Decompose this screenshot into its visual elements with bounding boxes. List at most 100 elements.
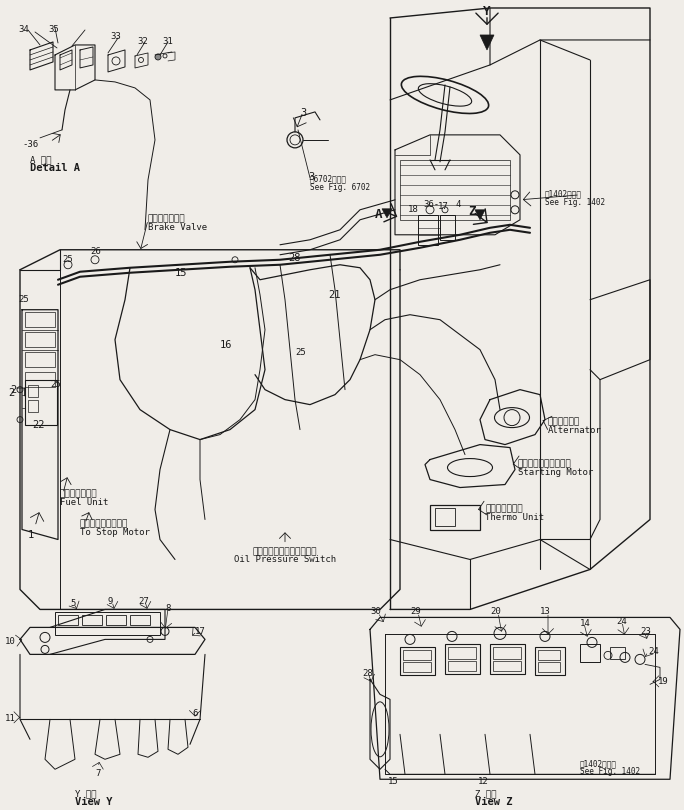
Text: 25: 25 bbox=[50, 380, 61, 389]
Bar bbox=[610, 647, 625, 659]
Text: 15: 15 bbox=[175, 268, 187, 278]
Text: 21: 21 bbox=[328, 290, 341, 300]
Text: 15: 15 bbox=[388, 778, 399, 787]
Text: Thermo Unit: Thermo Unit bbox=[485, 513, 544, 522]
Text: 19: 19 bbox=[658, 677, 669, 686]
Text: 17: 17 bbox=[438, 202, 449, 211]
Text: 30: 30 bbox=[370, 608, 381, 616]
Text: -36: -36 bbox=[22, 140, 38, 149]
Bar bbox=[493, 662, 521, 671]
Text: To Stop Motor: To Stop Motor bbox=[80, 527, 150, 536]
Text: 12: 12 bbox=[478, 778, 489, 787]
Text: Y: Y bbox=[484, 5, 490, 18]
Bar bbox=[55, 612, 160, 635]
Text: 7: 7 bbox=[95, 770, 101, 778]
Text: Fuel Unit: Fuel Unit bbox=[60, 497, 108, 506]
Text: 14: 14 bbox=[580, 620, 591, 629]
Text: 28: 28 bbox=[362, 669, 373, 678]
Text: 2: 2 bbox=[8, 388, 14, 398]
Bar bbox=[448, 662, 476, 671]
Text: フェルユニット: フェルユニット bbox=[60, 489, 98, 498]
Bar bbox=[538, 663, 560, 672]
Text: 23: 23 bbox=[640, 628, 650, 637]
Bar bbox=[82, 616, 102, 625]
Text: 25: 25 bbox=[295, 347, 306, 356]
Text: 22: 22 bbox=[32, 420, 44, 429]
Text: View Z: View Z bbox=[475, 797, 512, 808]
Text: A 詳細: A 詳細 bbox=[30, 155, 51, 164]
Text: 8: 8 bbox=[165, 604, 170, 613]
Bar bbox=[493, 647, 521, 659]
Bar bbox=[400, 160, 510, 220]
Bar bbox=[580, 645, 600, 663]
Text: 3: 3 bbox=[308, 172, 314, 181]
Bar bbox=[28, 399, 38, 411]
Text: 5: 5 bbox=[70, 599, 75, 608]
Bar bbox=[25, 380, 57, 424]
Text: 6: 6 bbox=[192, 710, 198, 718]
Text: 第1402図参照: 第1402図参照 bbox=[580, 759, 617, 769]
Polygon shape bbox=[480, 35, 494, 50]
Text: サーモユニット: サーモユニット bbox=[485, 505, 523, 514]
Text: 17: 17 bbox=[195, 628, 206, 637]
Text: 16: 16 bbox=[220, 339, 233, 350]
Text: 29: 29 bbox=[410, 608, 421, 616]
Text: Starting Motor: Starting Motor bbox=[518, 467, 593, 476]
Text: ブレーキバルブ: ブレーキバルブ bbox=[148, 215, 185, 224]
Bar bbox=[28, 385, 38, 397]
Text: 35: 35 bbox=[48, 25, 59, 34]
Text: 20: 20 bbox=[490, 608, 501, 616]
Bar bbox=[490, 645, 525, 675]
Text: 9: 9 bbox=[108, 598, 114, 607]
Text: Oil Pressure Switch: Oil Pressure Switch bbox=[234, 556, 336, 565]
Text: 1: 1 bbox=[28, 530, 34, 539]
Text: 34: 34 bbox=[18, 25, 29, 34]
Text: 32: 32 bbox=[137, 37, 148, 46]
Text: Z 矢視: Z 矢視 bbox=[475, 789, 497, 799]
Bar bbox=[25, 352, 55, 367]
Text: 第6702図参照: 第6702図参照 bbox=[310, 175, 347, 184]
Text: 3: 3 bbox=[300, 108, 306, 118]
Text: See Fig. 6702: See Fig. 6702 bbox=[310, 183, 370, 192]
Text: See Fig. 1402: See Fig. 1402 bbox=[545, 198, 605, 207]
Text: 10: 10 bbox=[5, 637, 16, 646]
Text: 4: 4 bbox=[455, 200, 460, 209]
Text: Detail A: Detail A bbox=[30, 163, 80, 173]
Bar bbox=[58, 616, 78, 625]
Bar bbox=[538, 650, 560, 660]
Text: Z: Z bbox=[468, 205, 475, 218]
Bar bbox=[403, 650, 431, 660]
Text: 2: 2 bbox=[10, 385, 16, 394]
Text: 第1402図参照: 第1402図参照 bbox=[545, 190, 582, 198]
Text: ストップモーターへ: ストップモーターへ bbox=[80, 519, 129, 528]
Polygon shape bbox=[475, 210, 485, 220]
Bar bbox=[25, 312, 55, 326]
Text: A: A bbox=[375, 208, 382, 221]
Bar bbox=[435, 508, 455, 526]
Polygon shape bbox=[382, 209, 392, 218]
Text: Alternator: Alternator bbox=[548, 425, 602, 435]
Text: See Fig. 1402: See Fig. 1402 bbox=[580, 767, 640, 776]
Bar bbox=[106, 616, 126, 625]
Text: Brake Valve: Brake Valve bbox=[148, 223, 207, 232]
Bar bbox=[403, 663, 431, 672]
Bar bbox=[130, 616, 150, 625]
Text: オルタネータ: オルタネータ bbox=[548, 418, 580, 427]
Text: View Y: View Y bbox=[75, 797, 112, 808]
Text: 11: 11 bbox=[5, 714, 16, 723]
Bar bbox=[25, 372, 55, 386]
Text: 36-: 36- bbox=[423, 200, 439, 209]
Bar bbox=[448, 647, 476, 659]
Text: オイルプレッシャスイッチ: オイルプレッシャスイッチ bbox=[253, 548, 317, 556]
Text: 28: 28 bbox=[288, 253, 300, 262]
Bar bbox=[25, 331, 55, 347]
Text: 27: 27 bbox=[138, 598, 148, 607]
Text: Y 矢視: Y 矢視 bbox=[75, 789, 96, 799]
Bar bbox=[445, 645, 480, 675]
Text: 25: 25 bbox=[18, 295, 29, 304]
Text: 26: 26 bbox=[90, 247, 101, 256]
Bar bbox=[400, 647, 435, 676]
Text: 18: 18 bbox=[408, 205, 419, 214]
Bar bbox=[440, 215, 455, 240]
Text: 25: 25 bbox=[62, 255, 73, 264]
